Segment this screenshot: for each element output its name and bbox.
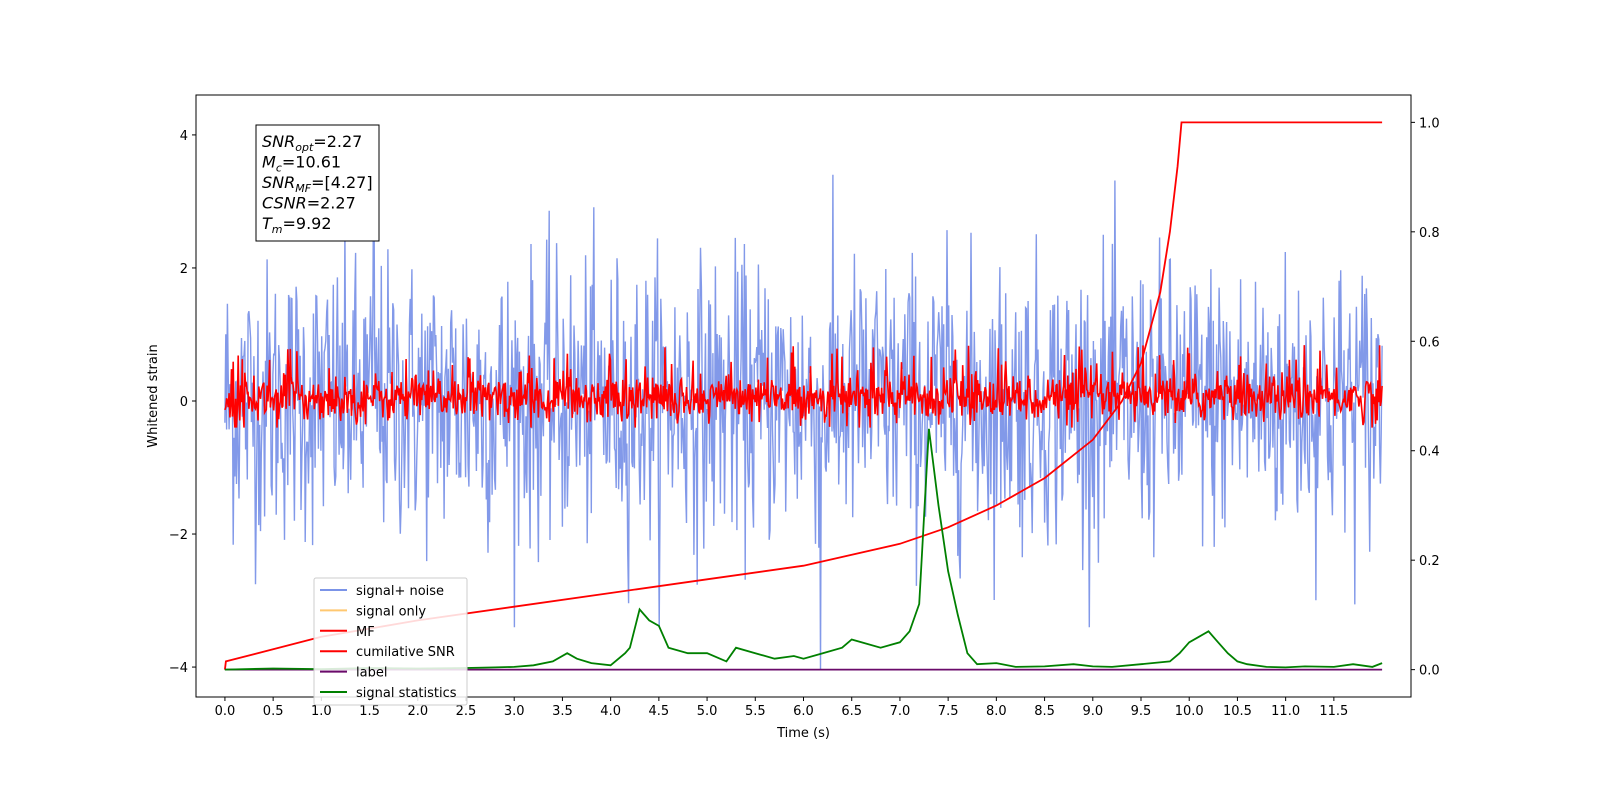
x-tick-label: 10.0 [1175,704,1204,719]
legend-label: cumilative SNR [356,645,455,660]
annotation-line: SNRMF=[4.27] [262,173,373,195]
legend-label: signal+ noise [356,584,444,599]
legend-label: MF [356,625,375,640]
legend-label: label [356,666,387,681]
x-tick-label: 8.0 [986,704,1007,719]
x-tick-label: 4.5 [649,704,670,719]
legend-label: signal statistics [356,686,457,701]
x-tick-label: 0.5 [263,704,284,719]
annotation-line: Tm=9.92 [262,214,332,236]
legend-entry: signal statistics [320,686,457,701]
right-y-tick-label: 1.0 [1419,116,1440,131]
x-tick-label: 1.5 [359,704,380,719]
left-y-axis-ticks: −4 −2 0 2 4 [169,129,196,676]
x-tick-label: 11.0 [1271,704,1300,719]
x-tick-label: 0.0 [215,704,236,719]
x-tick-label: 3.0 [504,704,525,719]
x-tick-label: 5.0 [697,704,718,719]
legend-entry: MF [320,625,375,640]
annotation-box: SNRopt=2.27Mc=10.61SNRMF=[4.27]CSNR=2.27… [255,124,380,242]
x-axis-label: Time (s) [776,726,830,741]
legend: signal+ noise signal only MF cumilative SNR… [313,577,468,706]
x-tick-label: 4.0 [600,704,621,719]
x-tick-label: 2.0 [407,704,428,719]
x-tick-label: 6.5 [841,704,862,719]
left-y-tick-label: 0 [180,395,188,410]
annotation-line: Mc=10.61 [262,153,341,175]
right-y-axis-ticks: 0.0 0.2 0.4 0.6 0.8 1.0 [1411,116,1440,679]
right-y-tick-label: 0.8 [1419,226,1440,241]
right-y-tick-label: 0.2 [1419,554,1440,569]
annotation-line: SNRopt=2.27 [262,132,362,154]
left-y-tick-label: −2 [169,528,188,543]
x-tick-label: 1.0 [311,704,332,719]
left-y-tick-label: −4 [169,661,188,676]
legend-entry: signal only [320,604,426,619]
left-y-tick-label: 2 [180,262,188,277]
x-axis-ticks: 0.0 0.5 1.0 1.5 2.0 2.5 3.0 3.5 4.0 4.5 5.0 5.5 6.0 6… [215,697,1348,719]
x-tick-label: 10.5 [1223,704,1252,719]
legend-frame [313,577,468,706]
x-tick-label: 3.5 [552,704,573,719]
legend-entry: cumilative SNR [320,645,455,660]
x-tick-label: 9.0 [1082,704,1103,719]
x-tick-label: 7.5 [938,704,959,719]
x-tick-label: 6.0 [793,704,814,719]
x-tick-label: 11.5 [1319,704,1348,719]
x-tick-label: 8.5 [1034,704,1055,719]
x-tick-label: 7.0 [890,704,911,719]
legend-entry: label [320,666,387,681]
legend-entry: signal+ noise [320,584,444,599]
x-tick-label: 5.5 [745,704,766,719]
series-signal-statistics [224,428,1383,671]
right-y-tick-label: 0.4 [1419,445,1440,460]
left-y-tick-label: 4 [180,129,188,144]
right-y-tick-label: 0.6 [1419,335,1440,350]
series-mf [224,345,1383,428]
annotation-frame [255,124,380,242]
right-y-tick-label: 0.0 [1419,664,1440,679]
x-tick-label: 9.5 [1131,704,1152,719]
legend-label: signal only [356,604,426,619]
x-tick-label: 2.5 [456,704,477,719]
y-axis-label: Whitened strain [146,344,161,447]
annotation-line: CSNR=2.27 [262,194,356,213]
